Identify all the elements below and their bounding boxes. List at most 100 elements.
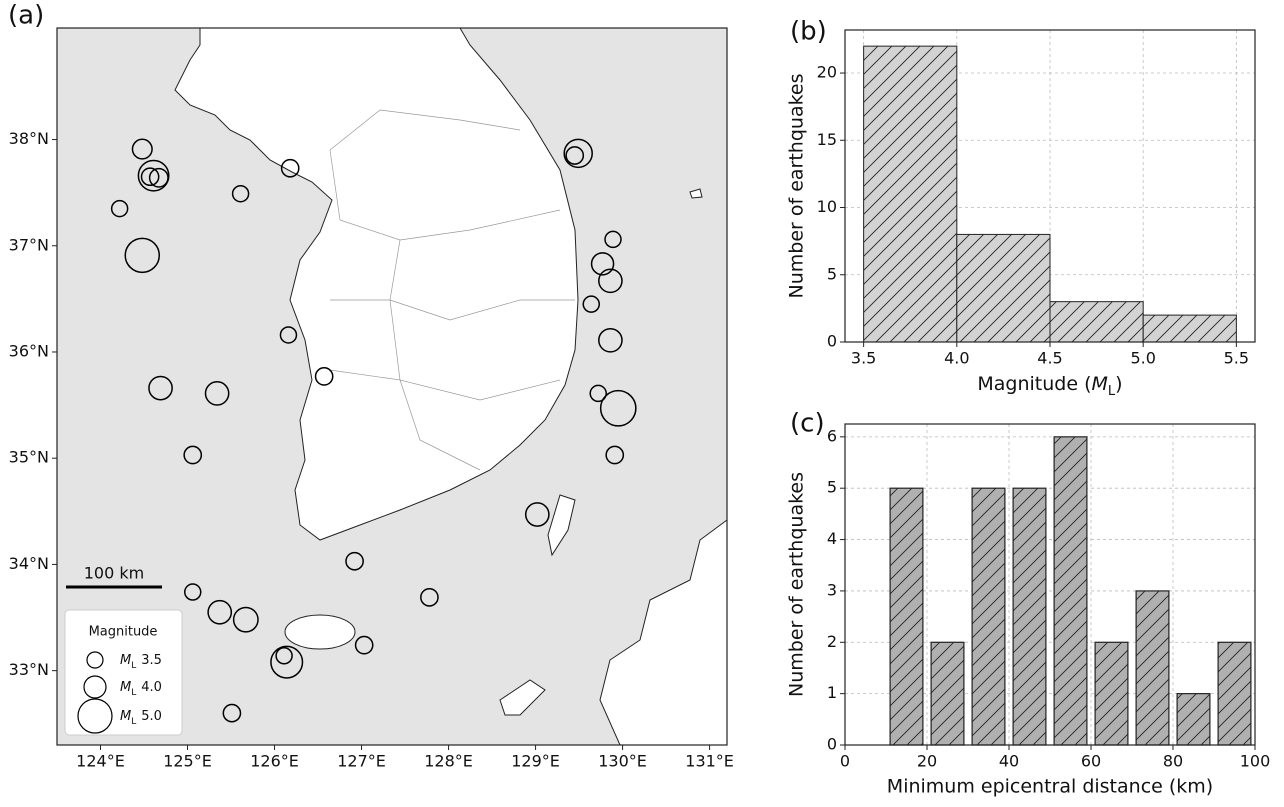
x-tick-label: 5.5 xyxy=(1224,349,1249,368)
y-tick-label: 36°N xyxy=(9,341,49,360)
x-tick-label: 4.5 xyxy=(1037,349,1062,368)
legend-value: 5.0 xyxy=(141,709,162,724)
y-tick-label: 20 xyxy=(817,63,837,82)
size-legend-box xyxy=(64,609,183,736)
epicenter xyxy=(148,167,169,188)
hatch xyxy=(1136,590,1169,745)
epicenter xyxy=(131,138,153,160)
y-tick-label: 38°N xyxy=(9,129,49,148)
legend-symbol-text: M xyxy=(120,709,131,724)
hatch xyxy=(1013,488,1046,745)
legend-symbol-sub: L xyxy=(131,688,136,698)
hatch xyxy=(1177,693,1210,745)
epicenter xyxy=(280,158,300,178)
legend-value: 3.5 xyxy=(141,653,162,668)
y-tick-label: 34°N xyxy=(9,554,49,573)
legend-label: ML 4.0 xyxy=(120,680,162,698)
hatch xyxy=(1143,315,1237,342)
hatch xyxy=(931,642,964,745)
axes-frame xyxy=(844,29,1256,343)
epicenter xyxy=(420,588,439,607)
epicenter xyxy=(565,146,585,165)
epicenter xyxy=(589,384,607,403)
x-tick-label: 129°E xyxy=(511,752,560,771)
scale-bar-label: 100 km xyxy=(84,564,144,583)
x-tick-label: 80 xyxy=(1163,752,1183,771)
y-tick-label: 15 xyxy=(817,130,837,149)
legend-symbol-text: M xyxy=(120,680,131,695)
x-tick-label: 130°E xyxy=(598,752,647,771)
x-tick-label: 40 xyxy=(999,752,1019,771)
x-tick-label: 100 xyxy=(1240,752,1271,771)
y-tick-label: 2 xyxy=(827,632,837,651)
y-tick-label: 4 xyxy=(827,529,837,548)
x-tick-label: 128°E xyxy=(424,752,473,771)
epicenter xyxy=(232,606,259,633)
y-tick-label: 6 xyxy=(827,426,837,445)
epicenter xyxy=(604,230,622,249)
x-tick-label: 124°E xyxy=(76,752,125,771)
hatch xyxy=(1095,642,1128,745)
epicenter xyxy=(270,645,304,679)
epicenter xyxy=(605,445,625,465)
epicenter xyxy=(598,327,623,353)
epicenter xyxy=(183,445,203,465)
epicenter xyxy=(231,184,250,203)
y-tick-label: 35°N xyxy=(9,448,49,467)
hatch xyxy=(972,488,1005,745)
epicenter xyxy=(207,599,233,625)
legend-symbol-text: M xyxy=(120,653,131,668)
epicenter xyxy=(148,375,173,401)
x-tick-label: 125°E xyxy=(163,752,212,771)
epicenter xyxy=(124,237,161,274)
epicenter xyxy=(582,295,601,313)
epicenter xyxy=(137,159,170,192)
x-axis-label-part: ) xyxy=(1115,373,1122,395)
epicenter xyxy=(204,381,230,406)
legend-value: 4.0 xyxy=(141,680,162,695)
axes-frame xyxy=(844,423,1256,746)
x-tick-label: 60 xyxy=(1081,752,1101,771)
panel-label: (b) xyxy=(790,17,827,47)
epicenter xyxy=(183,583,202,601)
epicenter xyxy=(354,635,374,655)
x-axis-label: Minimum epicentral distance (km) xyxy=(887,776,1213,798)
epicenter xyxy=(279,326,298,344)
epicenter xyxy=(314,367,334,386)
y-tick-label: 3 xyxy=(827,580,837,599)
epicenter xyxy=(598,268,623,294)
hatch xyxy=(863,46,957,342)
x-tick-label: 3.5 xyxy=(851,349,876,368)
epicenter xyxy=(222,703,242,723)
y-tick-label: 1 xyxy=(827,683,837,702)
legend-symbol xyxy=(77,698,113,734)
legend-symbol-sub: L xyxy=(131,717,136,727)
legend-symbol xyxy=(83,675,107,699)
y-tick-label: 5 xyxy=(827,264,837,283)
x-axis-label-part: M xyxy=(1092,373,1108,395)
epicenter xyxy=(563,138,593,169)
x-axis-label-part: L xyxy=(1108,384,1116,399)
epicenter xyxy=(345,551,364,571)
y-axis-label: Number of earthquakes xyxy=(786,472,808,697)
x-axis-label: Magnitude (ML) xyxy=(977,373,1122,400)
y-tick-label: 0 xyxy=(827,332,837,351)
y-tick-label: 10 xyxy=(817,197,837,216)
axes-frame xyxy=(56,27,728,746)
panel-label: (c) xyxy=(790,409,825,439)
x-tick-label: 131°E xyxy=(685,752,734,771)
y-tick-label: 33°N xyxy=(9,660,49,679)
hatch xyxy=(956,234,1050,342)
epicenter xyxy=(524,502,550,527)
x-tick-label: 127°E xyxy=(337,752,386,771)
legend-symbol xyxy=(86,651,104,669)
panel-label: (a) xyxy=(8,1,44,31)
size-legend-title: Magnitude xyxy=(89,625,158,640)
epicenter xyxy=(275,647,293,665)
epicenter xyxy=(590,252,615,276)
epicenter xyxy=(110,199,129,218)
x-axis-label-part: Magnitude ( xyxy=(977,373,1091,395)
x-tick-label: 5.0 xyxy=(1130,349,1155,368)
hatch xyxy=(890,488,923,745)
